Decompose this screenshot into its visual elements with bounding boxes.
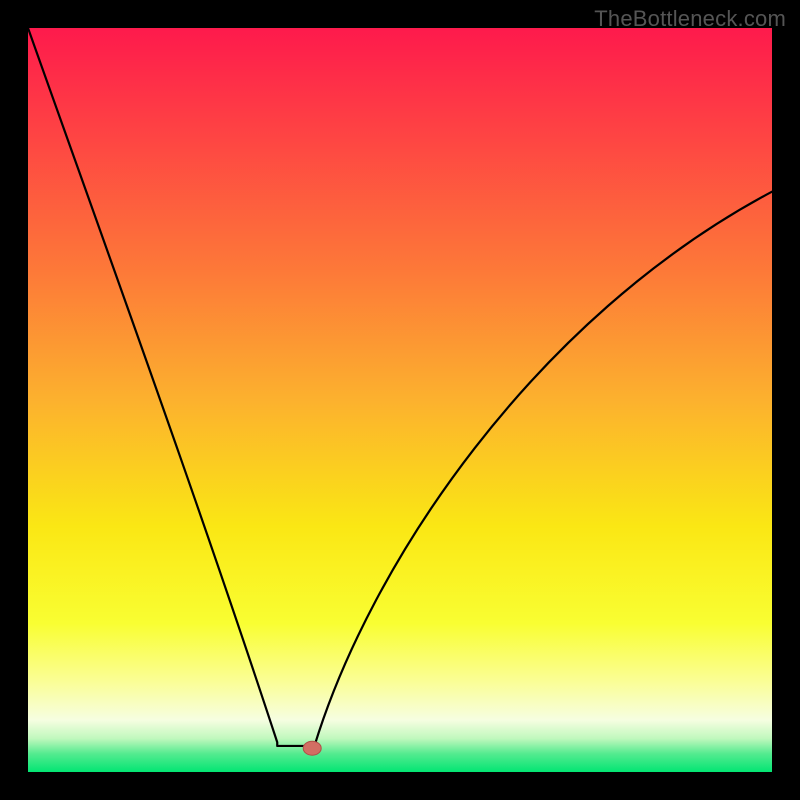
plot-background bbox=[28, 28, 772, 772]
chart-container: TheBottleneck.com bbox=[0, 0, 800, 800]
watermark-text: TheBottleneck.com bbox=[594, 6, 786, 32]
bottleneck-chart-svg bbox=[0, 0, 800, 800]
optimal-point-marker bbox=[303, 741, 321, 755]
